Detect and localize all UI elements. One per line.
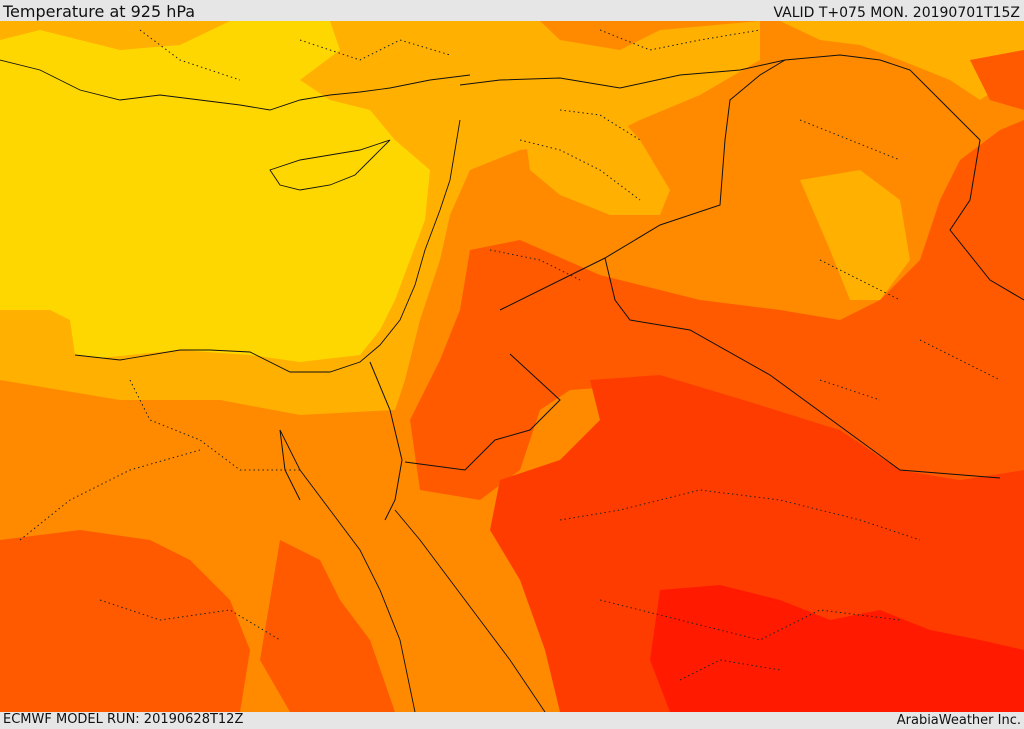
admin-lines-turkey: [139, 29, 761, 81]
shade-light-orange-iraq: [800, 170, 910, 300]
shade-light-orange-east: [780, 21, 1024, 100]
footer-bar: ECMWF MODEL RUN: 20190628T12Z ArabiaWeat…: [0, 712, 1024, 729]
header-bar: Temperature at 925 hPa VALID T+075 MON. …: [0, 0, 1024, 21]
border-turkey-syria: [459, 54, 981, 141]
coastline-levant: [74, 119, 461, 373]
border-syria-iraq: [499, 59, 786, 311]
shade-yellow-aegean: [40, 90, 140, 130]
map-title: Temperature at 925 hPa: [3, 2, 196, 21]
admin-lines-syria: [489, 109, 641, 281]
border-egypt-israel: [369, 361, 403, 521]
admin-lines-saudi: [559, 489, 921, 681]
shade-deep-orange-south: [260, 540, 395, 712]
temperature-map[interactable]: [0, 21, 1024, 712]
admin-lines-egypt: [19, 379, 300, 641]
shade-deep-orange-nw: [970, 50, 1024, 110]
shade-deep-orange-egypt: [0, 530, 250, 712]
shade-red-core: [650, 585, 1024, 712]
border-jordan-saudi: [604, 257, 1001, 479]
map-canvas: [0, 21, 1024, 712]
coastline-anatolia: [0, 59, 471, 111]
border-iraq-iran: [949, 139, 1024, 301]
model-run-label: ECMWF MODEL RUN: 20190628T12Z: [3, 712, 244, 727]
shade-deep-orange-main: [410, 120, 1024, 500]
valid-time: VALID T+075 MON. 20190701T15Z: [773, 5, 1020, 21]
border-saudi-jordan-south: [404, 353, 561, 471]
credit-label: ArabiaWeather Inc.: [896, 713, 1021, 728]
shade-light-orange-center: [520, 95, 670, 215]
coastline-red-sea: [279, 429, 546, 712]
coastline-cyprus: [269, 139, 391, 191]
